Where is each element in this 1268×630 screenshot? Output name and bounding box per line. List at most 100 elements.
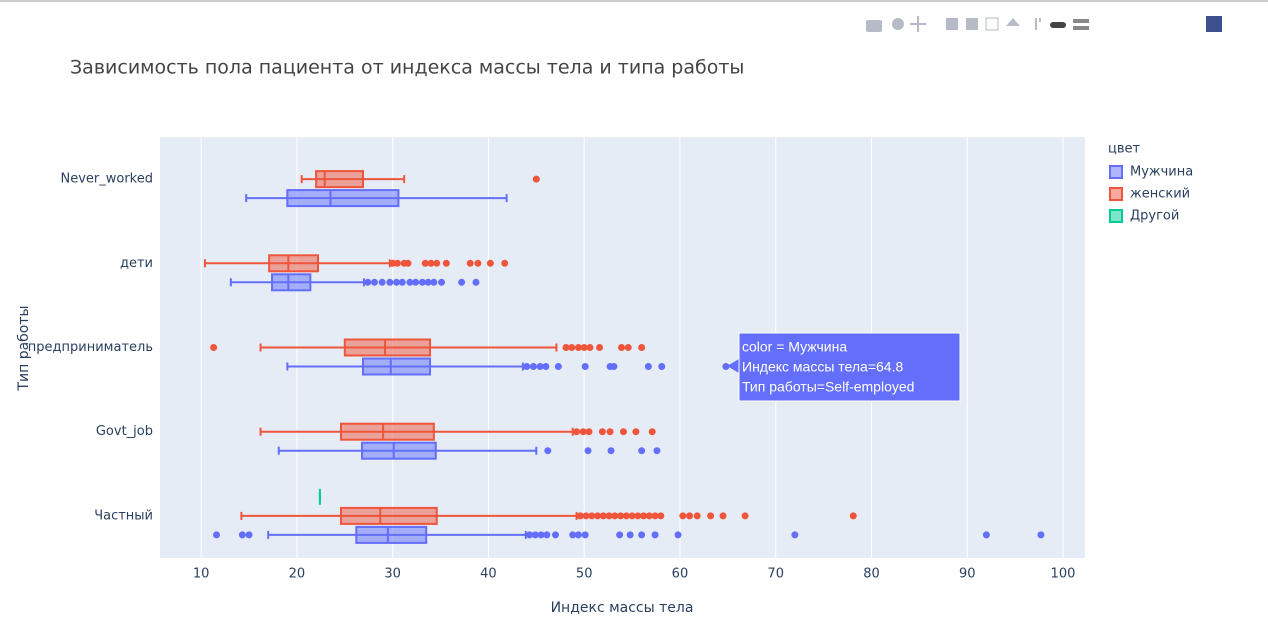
outlier xyxy=(238,531,246,539)
marks xyxy=(204,170,1045,544)
y-tick-label: Never_worked xyxy=(60,172,153,187)
outlier xyxy=(594,512,602,520)
box-group xyxy=(277,441,661,460)
outlier xyxy=(370,278,378,286)
outlier xyxy=(584,447,592,455)
box xyxy=(362,357,432,376)
outlier xyxy=(529,363,537,370)
zoom-in-icon[interactable] xyxy=(946,18,958,30)
x-tick-label: 50 xyxy=(576,567,593,582)
outlier xyxy=(554,363,562,370)
outlier xyxy=(210,344,218,351)
box-group xyxy=(204,254,509,273)
hover-pointer xyxy=(727,359,739,373)
hover-text: color = Мужчина xyxy=(742,339,847,355)
outlier xyxy=(632,428,640,436)
hover-closest-icon[interactable] xyxy=(1050,22,1066,28)
pan-icon[interactable] xyxy=(910,16,926,32)
autoscale-icon[interactable] xyxy=(985,17,999,31)
outlier xyxy=(574,531,582,539)
outlier xyxy=(433,259,441,267)
outlier xyxy=(542,363,550,370)
outlier xyxy=(212,531,220,539)
hover-compare-icon-2[interactable] xyxy=(1073,26,1089,30)
outlier xyxy=(586,344,594,351)
outlier xyxy=(638,344,646,351)
outlier xyxy=(791,531,799,539)
y-tick-label: дети xyxy=(120,256,153,271)
legend-label: Мужчина xyxy=(1130,165,1193,180)
box xyxy=(339,506,438,525)
outlier xyxy=(442,259,450,267)
legend-label: женский xyxy=(1130,187,1190,202)
box xyxy=(268,254,319,273)
hover-text: Тип работы=Self-employed xyxy=(742,379,914,395)
outlier xyxy=(658,363,666,370)
hover-box xyxy=(738,332,961,402)
y-axis-label: Тип работы xyxy=(16,305,32,391)
outlier xyxy=(579,428,587,436)
home-icon[interactable] xyxy=(1006,18,1020,26)
outlier xyxy=(523,363,531,370)
outlier xyxy=(393,259,401,267)
outlier xyxy=(618,344,626,351)
outlier xyxy=(581,531,589,539)
legend: Мужчина женский Другой xyxy=(1109,165,1193,224)
box-group xyxy=(240,506,857,525)
spike-icon[interactable] xyxy=(1035,18,1041,30)
outlier xyxy=(421,259,429,267)
hover-text: Индекс массы тела=64.8 xyxy=(742,359,903,375)
outlier xyxy=(424,278,432,286)
y-tick-label: Govt_job xyxy=(96,424,153,439)
outlier xyxy=(722,363,730,370)
outlier xyxy=(640,512,648,520)
outlier xyxy=(638,447,646,455)
box xyxy=(339,422,435,441)
x-tick-label: 30 xyxy=(384,567,401,582)
box-group xyxy=(300,170,540,189)
outlier xyxy=(596,344,604,351)
hover-compare-icon[interactable] xyxy=(1073,19,1089,23)
x-tick-label: 100 xyxy=(1051,567,1076,582)
outlier xyxy=(474,259,482,267)
box-group xyxy=(210,338,646,357)
outlier xyxy=(644,363,652,370)
outlier xyxy=(599,512,607,520)
outlier xyxy=(486,259,494,267)
legend-swatch xyxy=(1109,165,1123,179)
hover-label: color = Мужчина Индекс массы тела=64.8 Т… xyxy=(727,332,961,402)
camera-icon[interactable] xyxy=(866,20,882,32)
outlier xyxy=(562,344,570,351)
box-group xyxy=(259,422,656,441)
outlier xyxy=(651,531,659,539)
outlier xyxy=(1037,531,1045,539)
outlier xyxy=(610,363,618,370)
outlier xyxy=(532,175,540,183)
chart-title: Зависимость пола пациента от индекса мас… xyxy=(70,57,744,79)
box xyxy=(286,189,400,208)
outlier xyxy=(472,278,480,286)
x-tick-label: 70 xyxy=(767,567,784,582)
box-group xyxy=(286,357,730,376)
outlier xyxy=(581,363,589,370)
outlier xyxy=(693,512,701,520)
outlier xyxy=(378,278,386,286)
outlier xyxy=(398,278,406,286)
outlier xyxy=(686,512,694,520)
outlier xyxy=(438,278,446,286)
outlier xyxy=(544,447,552,455)
box xyxy=(315,170,365,189)
outlier xyxy=(404,259,412,267)
zoom-icon[interactable] xyxy=(892,18,904,30)
box-group xyxy=(212,525,1045,544)
toolbar[interactable] xyxy=(866,16,1222,32)
outlier xyxy=(679,512,687,520)
zoom-out-icon[interactable] xyxy=(966,18,978,30)
outlier xyxy=(245,531,253,539)
outlier xyxy=(741,512,749,520)
outlier xyxy=(580,344,588,351)
plotly-logo[interactable] xyxy=(1206,16,1222,32)
outlier xyxy=(386,278,394,286)
outlier xyxy=(427,259,435,267)
